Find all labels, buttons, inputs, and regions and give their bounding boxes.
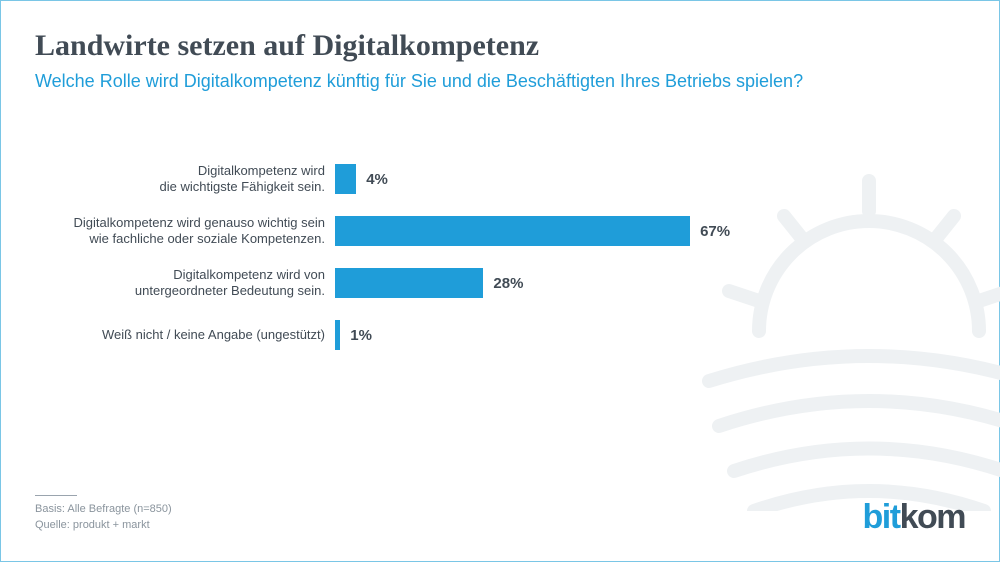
bar-value: 1%: [340, 327, 372, 344]
bar-label: Digitalkompetenz wird von untergeordnete…: [35, 267, 335, 300]
bar-label: Digitalkompetenz wird genauso wichtig se…: [35, 215, 335, 248]
bar-track: 28%: [335, 268, 965, 298]
bar-value: 28%: [483, 275, 523, 292]
bitkom-logo: bitkom: [863, 498, 965, 537]
logo-part-2: kom: [900, 498, 965, 536]
chart-subtitle: Welche Rolle wird Digitalkompetenz künft…: [35, 71, 965, 92]
footer-source: Quelle: produkt + markt: [35, 518, 172, 533]
bar-row: Digitalkompetenz wird genauso wichtig se…: [35, 212, 965, 250]
footer-basis: Basis: Alle Befragte (n=850): [35, 502, 172, 517]
chart-footer: Basis: Alle Befragte (n=850) Quelle: pro…: [35, 502, 172, 533]
chart-title: Landwirte setzen auf Digitalkompetenz: [35, 29, 965, 63]
bar-row: Digitalkompetenz wird die wichtigste Fäh…: [35, 160, 965, 198]
bar-row: Digitalkompetenz wird von untergeordnete…: [35, 264, 965, 302]
bar-track: 67%: [335, 216, 965, 246]
bar-fill: [335, 164, 356, 194]
bar-label: Weiß nicht / keine Angabe (ungestützt): [35, 327, 335, 343]
bar-track: 1%: [335, 320, 965, 350]
bar-value: 4%: [356, 171, 388, 188]
bar-label: Digitalkompetenz wird die wichtigste Fäh…: [35, 163, 335, 196]
horizontal-bar-chart: Digitalkompetenz wird die wichtigste Fäh…: [35, 160, 965, 354]
logo-part-1: bit: [863, 498, 900, 536]
footer-rule: [35, 495, 77, 496]
bar-fill: [335, 268, 483, 298]
bar-row: Weiß nicht / keine Angabe (ungestützt) 1%: [35, 316, 965, 354]
bar-value: 67%: [690, 223, 730, 240]
bar-track: 4%: [335, 164, 965, 194]
bar-fill: [335, 216, 690, 246]
chart-frame: Landwirte setzen auf Digitalkompetenz We…: [0, 0, 1000, 562]
